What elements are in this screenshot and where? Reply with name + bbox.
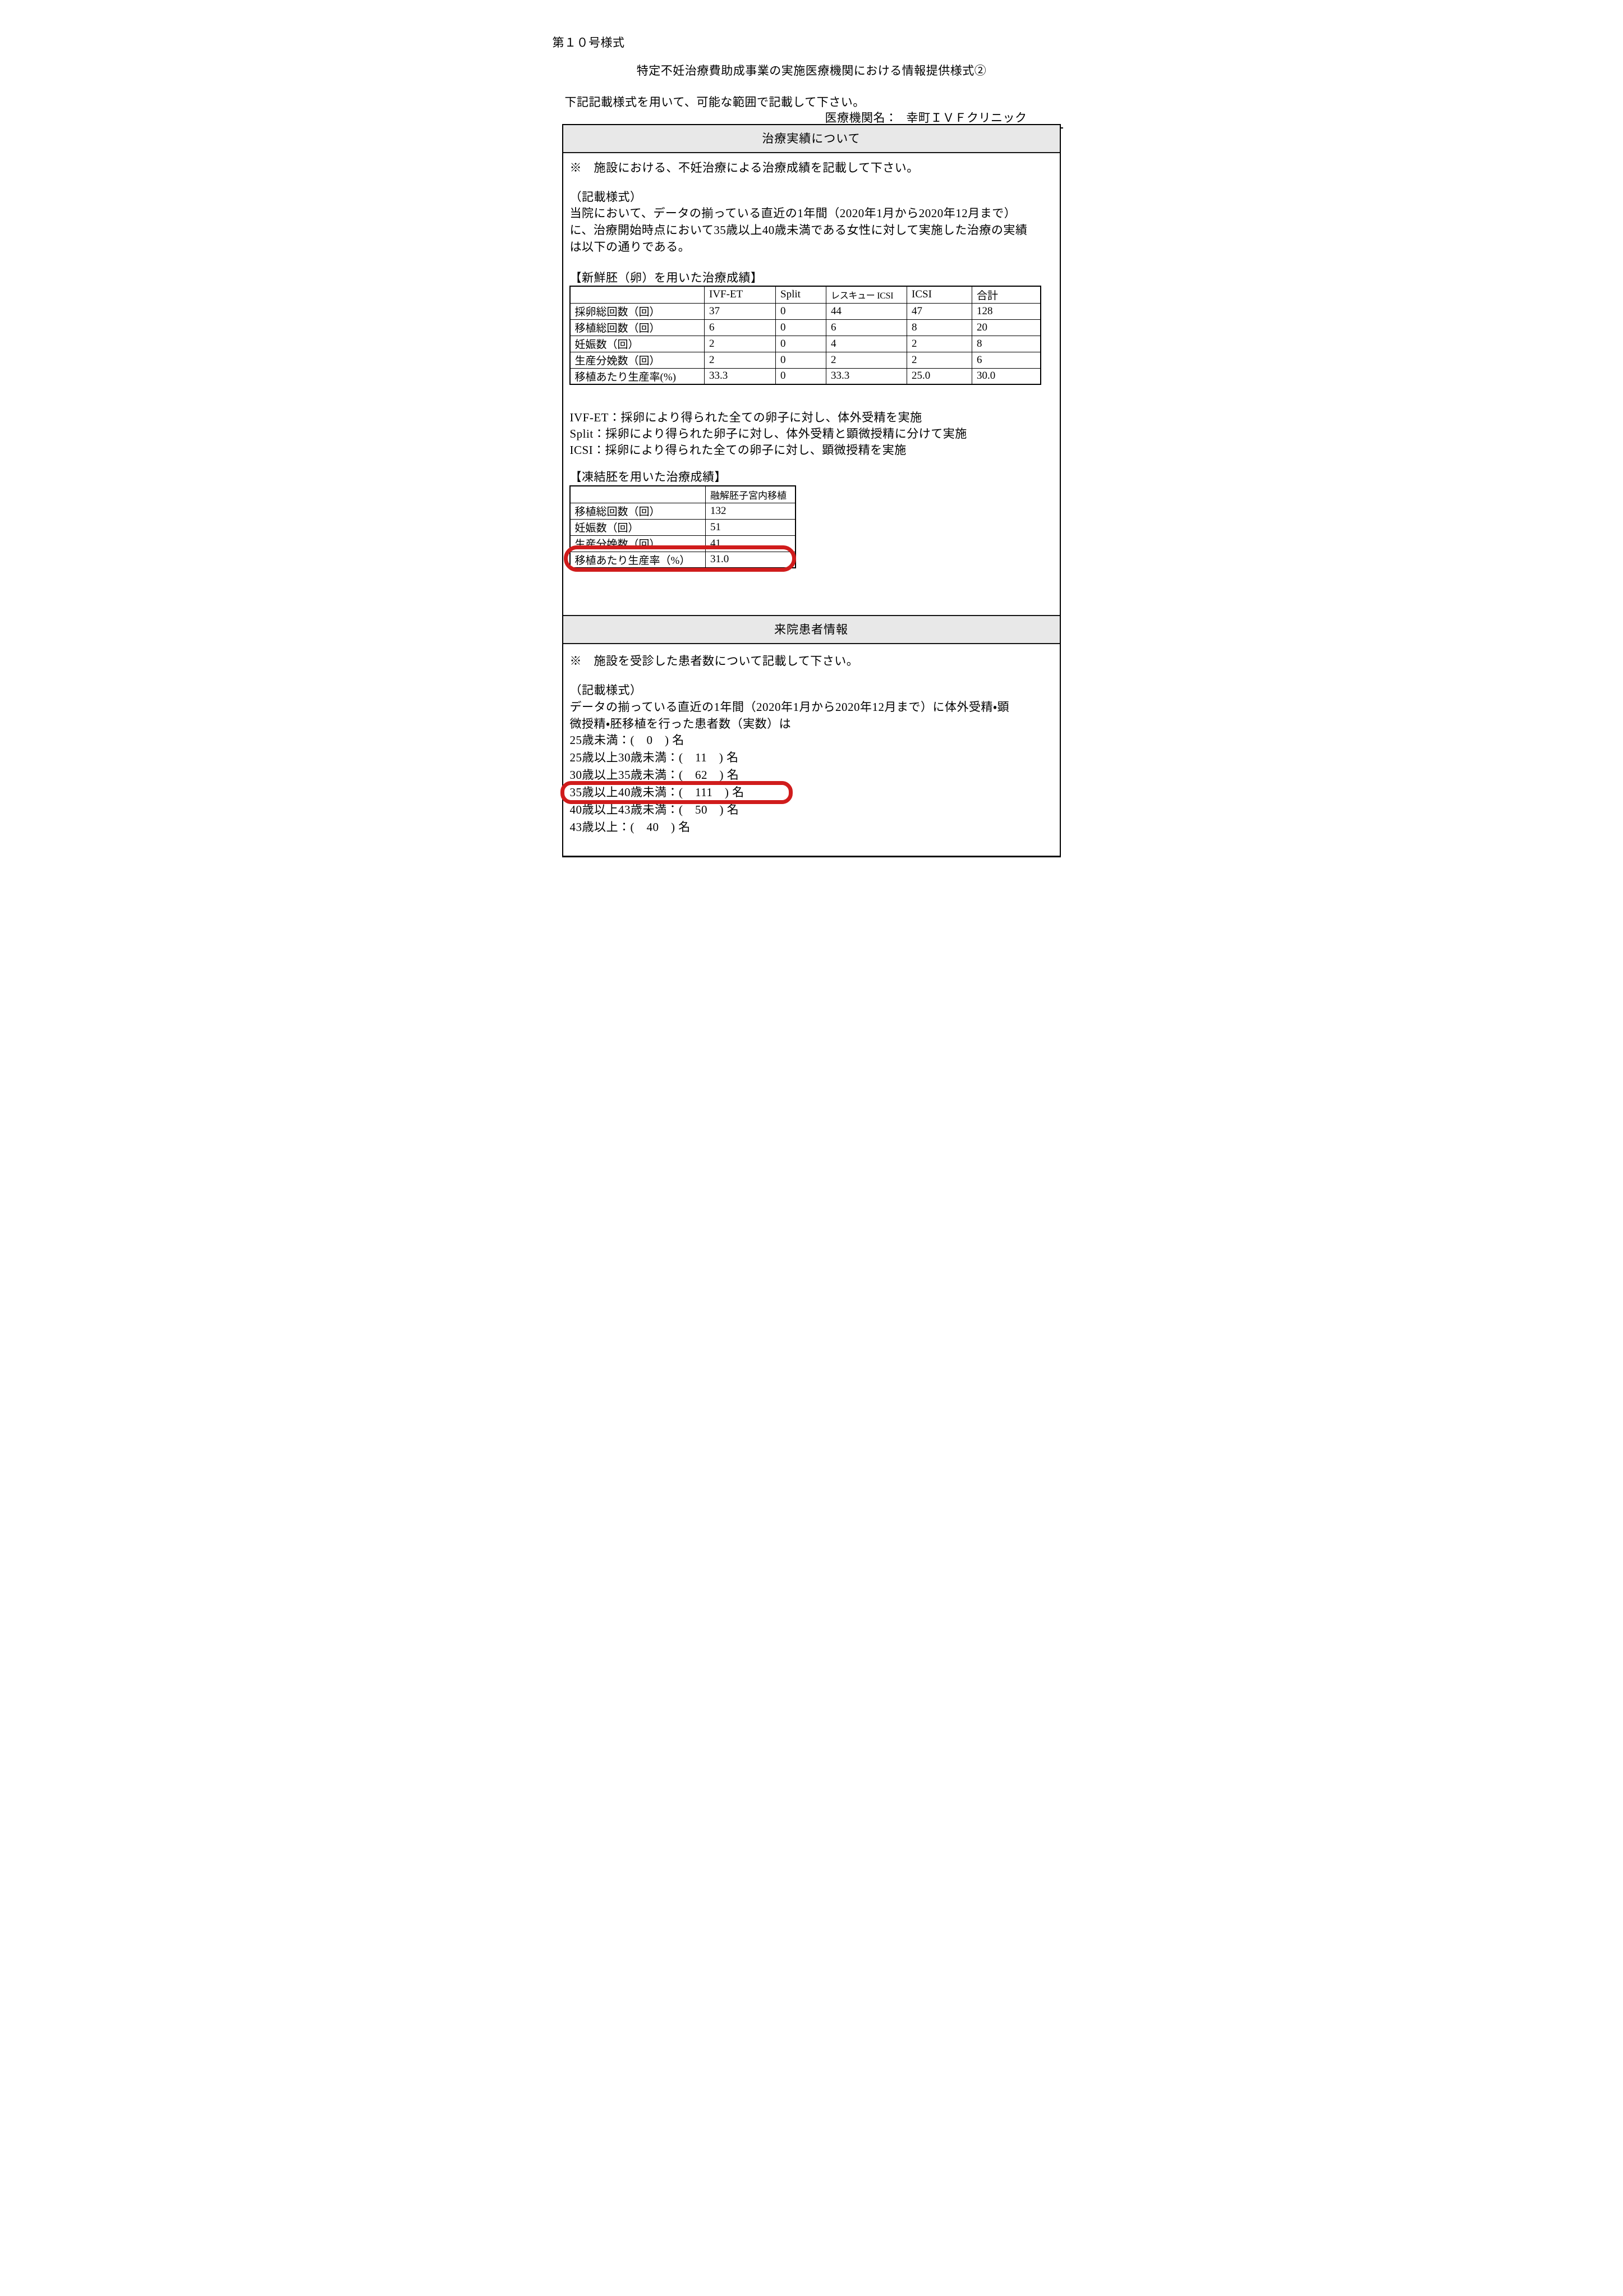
column-header-blank [569, 485, 706, 503]
row-label: 妊娠数（回） [569, 518, 706, 536]
age-distribution-list: 25歳未満：( 0 ) 名 25歳以上30歳未満：( 11 ) 名 30歳以上3… [570, 732, 744, 836]
cell-value: 0 [775, 368, 826, 385]
table-row: 採卵総回数（回） 37 0 44 47 128 [569, 302, 1041, 320]
clinic-label: 医療機関名： [825, 111, 898, 125]
cell-value: 30.0 [972, 368, 1041, 385]
icsi-definition: ICSI：採卵により得られた全ての卵子に対し、顕微授精を実施 [569, 443, 907, 457]
treatment-note: ※ 施設における、不妊治療による治療成績を記載して下さい。 [569, 161, 919, 175]
column-header-blank [569, 286, 705, 304]
patients-note: ※ 施設を受診した患者数について記載して下さい。 [569, 654, 859, 668]
age-line-40-43: 40歳以上43歳未満：( 50 ) 名 [569, 803, 739, 816]
cell-value: 2 [704, 351, 776, 369]
age-line-30-35: 30歳以上35歳未満：( 62 ) 名 [569, 768, 739, 782]
table-row: 妊娠数（回） 51 [569, 518, 796, 536]
cell-value: 6 [704, 319, 776, 336]
intro-line: データの揃っている直近の1年間（2020年1月から2020年12月まで）に体外受… [569, 700, 1010, 714]
cell-value: 51 [705, 518, 796, 536]
format-label-patients: （記載様式） [569, 683, 642, 697]
age-line-under-25: 25歳未満：( 0 ) 名 [569, 733, 684, 747]
document-title: 特定不妊治療費助成事業の実施医療機関における情報提供様式② [636, 64, 987, 77]
column-header-split: Split [775, 286, 826, 304]
cell-value: 33.3 [826, 368, 907, 385]
cell-value: 2 [826, 351, 907, 369]
row-label: 採卵総回数（回） [569, 302, 705, 320]
row-label: 生産分娩数（回） [569, 351, 705, 369]
cell-value: 31.0 [705, 551, 796, 568]
cell-value: 47 [907, 302, 972, 320]
instruction-note: 下記記載様式を用いて、可能な範囲で記載して下さい。 [564, 95, 865, 109]
table-row: 移植総回数（回） 6 0 6 8 20 [569, 319, 1041, 336]
cell-value: 44 [826, 302, 907, 320]
method-definitions: IVF-ET：採卵により得られた全ての卵子に対し、体外受精を実施 Split：採… [570, 410, 967, 458]
age-line-35-40: 35歳以上40歳未満：( 111 ) 名 [569, 786, 744, 799]
section-heading-patients: 来院患者情報 [563, 615, 1060, 644]
table-row: 移植あたり生産率(%) 33.3 0 33.3 25.0 30.0 [569, 368, 1041, 385]
cell-value: 0 [775, 319, 826, 336]
intro-line: は以下の通りである。 [569, 240, 691, 254]
cell-value: 8 [972, 335, 1041, 352]
cell-value: 4 [826, 335, 907, 352]
row-label: 移植総回数（回） [569, 319, 705, 336]
ivf-et-definition: IVF-ET：採卵により得られた全ての卵子に対し、体外受精を実施 [569, 411, 922, 424]
table-row: 生産分娩数（回） 2 0 2 2 6 [569, 351, 1041, 369]
document-page: 第１０号様式 特定不妊治療費助成事業の実施医療機関における情報提供様式② 下記記… [503, 0, 1120, 873]
form-body-box: 治療実績について ※ 施設における、不妊治療による治療成績を記載して下さい。 （… [562, 124, 1061, 857]
patients-intro-paragraph: データの揃っている直近の1年間（2020年1月から2020年12月まで）に体外受… [570, 699, 1010, 732]
intro-line: に、治療開始時点において35歳以上40歳未満である女性に対して実施した治療の実績 [569, 223, 1028, 237]
cell-value: 2 [907, 351, 972, 369]
fresh-embryo-results-table: IVF-ET Split レスキュー ICSI ICSI 合計 採卵総回数（回）… [569, 286, 1041, 385]
column-header-thawed-transfer: 融解胚子宮内移植 [705, 485, 796, 503]
highlight-annotation-live-birth-rate [563, 545, 796, 572]
column-header-ivf-et: IVF-ET [704, 286, 776, 304]
intro-line: 微授精・胚移植を行った患者数（実数）は [569, 717, 792, 731]
cell-value: 2 [704, 335, 776, 352]
cell-value: 0 [775, 302, 826, 320]
cell-value: 128 [972, 302, 1041, 320]
split-definition: Split：採卵により得られた卵子に対し、体外受精と顕微授精に分けて実施 [569, 427, 967, 440]
age-line-over-43: 43歳以上：( 40 ) 名 [569, 820, 691, 834]
column-header-total: 合計 [972, 286, 1041, 304]
clinic-underline: 医療機関名： 幸町ＩＶＦクリニック [825, 109, 1063, 128]
highlight-annotation-age-35-40 [560, 781, 793, 804]
column-header-icsi: ICSI [907, 286, 972, 304]
cell-value: 6 [826, 319, 907, 336]
cell-value: 132 [705, 502, 796, 520]
table-header-row: IVF-ET Split レスキュー ICSI ICSI 合計 [569, 286, 1041, 304]
cell-value: 8 [907, 319, 972, 336]
fresh-embryo-table-title: 【新鮮胚（卵）を用いた治療成績】 [569, 271, 763, 284]
row-label: 妊娠数（回） [569, 335, 705, 352]
table-header-row: 融解胚子宮内移植 [569, 485, 796, 503]
table-row: 妊娠数（回） 2 0 4 2 8 [569, 335, 1041, 352]
column-header-rescue-icsi: レスキュー ICSI [826, 286, 907, 304]
cell-value: 25.0 [907, 368, 972, 385]
row-label: 移植あたり生産率（%） [569, 551, 706, 568]
form-number: 第１０号様式 [552, 36, 625, 49]
section-heading-treatment: 治療実績について [563, 125, 1060, 153]
table-row: 移植総回数（回） 132 [569, 502, 796, 520]
age-line-25-30: 25歳以上30歳未満：( 11 ) 名 [569, 751, 739, 764]
frozen-embryo-table-title: 【凍結胚を用いた治療成績】 [569, 470, 727, 484]
row-label: 移植あたり生産率(%) [569, 368, 705, 385]
cell-value: 33.3 [704, 368, 776, 385]
cell-value: 0 [775, 335, 826, 352]
cell-value: 0 [775, 351, 826, 369]
cell-value: 6 [972, 351, 1041, 369]
cell-value: 20 [972, 319, 1041, 336]
cell-value: 2 [907, 335, 972, 352]
table-row-highlighted: 移植あたり生産率（%） 31.0 [569, 551, 796, 568]
frozen-embryo-results-table: 融解胚子宮内移植 移植総回数（回） 132 妊娠数（回） 51 生産分娩数（回）… [569, 485, 796, 568]
format-label-treatment: （記載様式） [569, 190, 642, 204]
clinic-name-line: 医療機関名： 幸町ＩＶＦクリニック [825, 109, 1063, 128]
intro-line: 当院において、データの揃っている直近の1年間（2020年1月から2020年12月… [569, 206, 1017, 220]
row-label: 移植総回数（回） [569, 502, 706, 520]
clinic-name: 幸町ＩＶＦクリニック [906, 111, 1027, 125]
cell-value: 37 [704, 302, 776, 320]
treatment-intro-paragraph: 当院において、データの揃っている直近の1年間（2020年1月から2020年12月… [570, 205, 1028, 255]
